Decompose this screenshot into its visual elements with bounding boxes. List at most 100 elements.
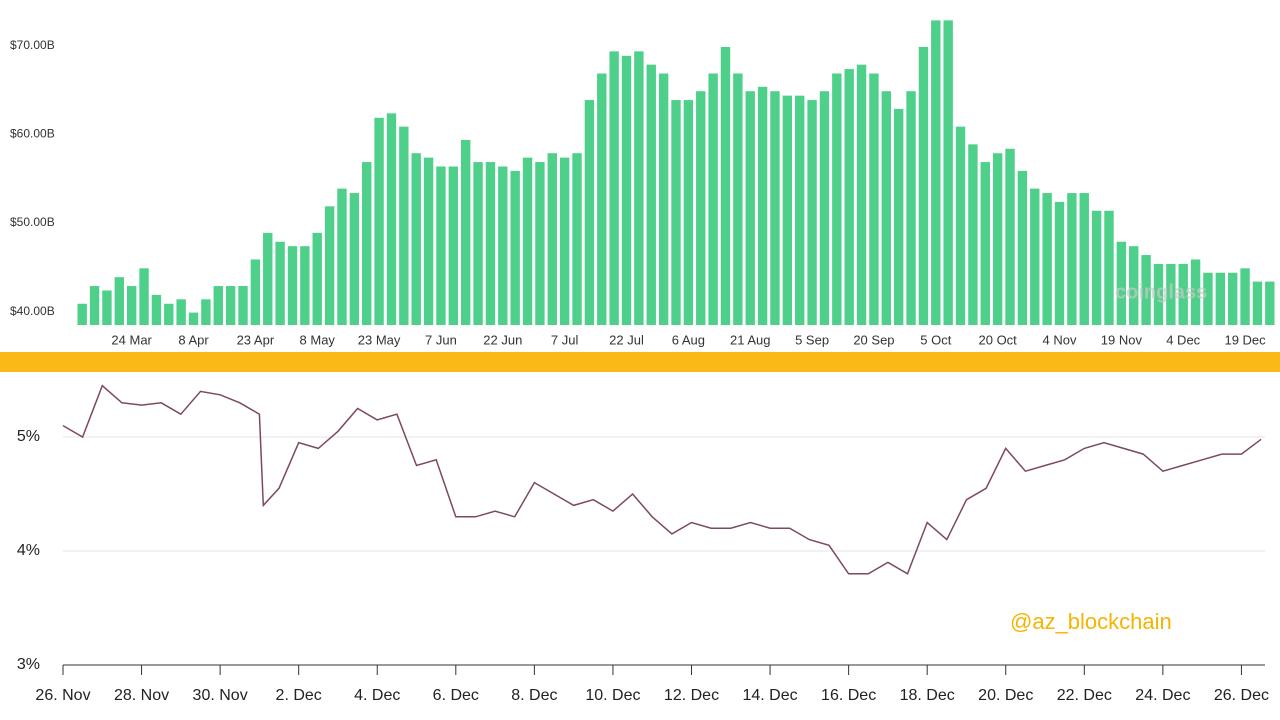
bar bbox=[955, 126, 966, 325]
x-tick-label: 21 Aug bbox=[730, 332, 771, 347]
bar bbox=[263, 232, 273, 325]
bar bbox=[658, 73, 669, 325]
bar bbox=[609, 51, 619, 325]
bar bbox=[720, 46, 731, 326]
bar bbox=[856, 64, 867, 325]
line bbox=[62, 384, 1262, 575]
x-tick-label: 26. Dec bbox=[1214, 687, 1269, 704]
bar bbox=[287, 246, 298, 325]
bar bbox=[1054, 201, 1065, 325]
bar bbox=[151, 294, 162, 325]
bar bbox=[1042, 193, 1052, 325]
bar bbox=[448, 166, 459, 325]
bar bbox=[1091, 210, 1102, 325]
bar bbox=[498, 166, 508, 325]
bar bbox=[671, 100, 681, 326]
bar bbox=[547, 153, 557, 325]
x-tick-label: 12. Dec bbox=[664, 687, 719, 704]
x-tick-label: 8 May bbox=[300, 332, 336, 347]
bar bbox=[745, 91, 755, 326]
x-tick-label: 2. Dec bbox=[276, 687, 322, 704]
bar bbox=[733, 73, 743, 325]
bar bbox=[1116, 241, 1127, 325]
bar bbox=[621, 55, 632, 325]
x-tick-label: 4. Dec bbox=[354, 687, 400, 704]
bar bbox=[1265, 281, 1275, 325]
bar bbox=[1030, 188, 1040, 325]
x-tick-label: 24. Dec bbox=[1135, 687, 1190, 704]
bar bbox=[1215, 272, 1226, 325]
y-tick-label: $50.00B bbox=[10, 215, 55, 229]
x-tick-label: 20 Sep bbox=[853, 332, 894, 347]
bar bbox=[757, 86, 768, 325]
bar bbox=[201, 299, 211, 325]
bar bbox=[337, 188, 347, 325]
bar bbox=[436, 166, 446, 325]
bar bbox=[164, 303, 174, 325]
bar bbox=[832, 73, 842, 325]
bar bbox=[1153, 263, 1164, 325]
bar bbox=[362, 162, 372, 325]
bar bbox=[1141, 255, 1151, 325]
bar bbox=[126, 286, 137, 325]
bar bbox=[770, 91, 780, 326]
y-tick-label: 3% bbox=[17, 656, 40, 673]
bar bbox=[968, 144, 978, 325]
x-tick-label: 18. Dec bbox=[900, 687, 955, 704]
bar bbox=[844, 69, 854, 325]
bar bbox=[795, 95, 805, 326]
bar bbox=[213, 286, 223, 325]
bar bbox=[102, 290, 112, 325]
bar bbox=[1240, 268, 1250, 325]
bar bbox=[399, 126, 409, 325]
bar bbox=[411, 153, 421, 325]
bar bbox=[597, 73, 607, 325]
bar bbox=[819, 91, 830, 326]
x-tick-label: 14. Dec bbox=[742, 687, 797, 704]
x-tick-label: 5 Sep bbox=[795, 332, 829, 347]
x-tick-label: 16. Dec bbox=[821, 687, 876, 704]
bar bbox=[708, 73, 718, 325]
bar bbox=[807, 100, 817, 326]
y-tick-label: $70.00B bbox=[10, 38, 55, 52]
bar bbox=[992, 153, 1003, 325]
bar bbox=[1178, 263, 1188, 325]
x-tick-label: 23 Apr bbox=[237, 332, 275, 347]
bar bbox=[1190, 259, 1201, 325]
bar bbox=[139, 268, 149, 325]
bar bbox=[423, 157, 434, 325]
x-tick-label: 7 Jul bbox=[551, 332, 579, 347]
bar bbox=[386, 113, 397, 325]
x-tick-label: 4 Nov bbox=[1043, 332, 1077, 347]
x-tick-label: 20 Oct bbox=[979, 332, 1018, 347]
bar bbox=[473, 162, 483, 325]
x-tick-label: 7 Jun bbox=[425, 332, 457, 347]
bar bbox=[634, 51, 644, 325]
bar bbox=[980, 162, 990, 325]
bar bbox=[782, 95, 793, 326]
x-tick-label: 22. Dec bbox=[1057, 687, 1112, 704]
bar bbox=[1203, 272, 1213, 325]
bar bbox=[683, 100, 694, 326]
x-tick-label: 6. Dec bbox=[433, 687, 479, 704]
bar bbox=[572, 153, 582, 325]
bar bbox=[1005, 148, 1015, 325]
bar bbox=[522, 157, 533, 325]
bar bbox=[869, 73, 879, 325]
bar bbox=[943, 20, 953, 325]
bar bbox=[1104, 210, 1114, 325]
x-tick-label: 23 May bbox=[358, 332, 401, 347]
bar bbox=[1252, 281, 1263, 325]
y-tick-label: $40.00B bbox=[10, 304, 55, 318]
x-tick-label: 8 Apr bbox=[178, 332, 209, 347]
bar bbox=[646, 64, 656, 325]
x-tick-label: 22 Jul bbox=[609, 332, 644, 347]
x-tick-label: 5 Oct bbox=[920, 332, 951, 347]
bar bbox=[374, 117, 384, 325]
bar bbox=[225, 286, 236, 325]
bar bbox=[238, 286, 248, 325]
divider bbox=[0, 352, 1280, 372]
x-tick-label: 30. Nov bbox=[193, 687, 248, 704]
bar bbox=[931, 20, 941, 325]
